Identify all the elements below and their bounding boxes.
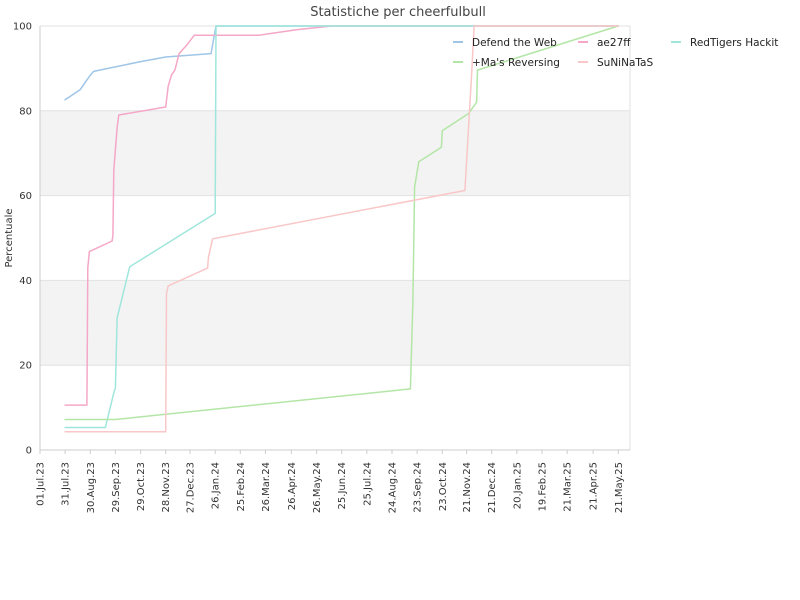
series-line-3 xyxy=(64,25,620,421)
x-tick-label-8: 25.Feb.24 xyxy=(236,462,247,512)
x-tick-label-15: 23.Sep.24 xyxy=(413,462,424,513)
band-60-80 xyxy=(40,110,630,196)
y-tick-label-0: 0 xyxy=(26,446,32,457)
legend: Defend the Web ae27ff RedTigers Hackit +Ma'… xyxy=(453,37,778,69)
x-tick-label-3: 29.Sep.23 xyxy=(111,462,122,513)
y-tick-label-100: 100 xyxy=(13,22,32,33)
y-axis-label: Percentuale xyxy=(4,208,15,267)
x-tick-label-11: 26.May.24 xyxy=(312,462,323,513)
y-tick-label-80: 80 xyxy=(19,106,32,117)
x-tick-label-1: 31.Jul.23 xyxy=(61,462,72,506)
legend-entry-4: SuNiNaTaS xyxy=(597,57,653,69)
x-tick-label-9: 26.Mar.24 xyxy=(261,462,272,512)
x-tick-label-20: 19.Feb.25 xyxy=(538,462,549,512)
x-tick-label-7: 26.Jan.24 xyxy=(211,462,222,509)
x-tick-label-14: 24.Aug.24 xyxy=(387,462,398,513)
legend-entry-2: RedTigers Hackit xyxy=(690,37,778,49)
y-tick-label-20: 20 xyxy=(19,361,32,372)
x-tick-label-16: 23.Oct.24 xyxy=(438,462,449,511)
x-tick-label-22: 21.Apr.25 xyxy=(589,462,600,510)
x-tick-label-21: 21.Mar.25 xyxy=(563,462,574,512)
gridlines xyxy=(40,25,631,451)
x-tick-labels: 01.Jul.23 31.Jul.23 30.Aug.23 29.Sep.23 29.O… xyxy=(36,450,625,513)
x-tick-label-18: 21.Dec.24 xyxy=(487,462,498,513)
series-line-2 xyxy=(64,25,620,429)
x-tick-label-0: 01.Jul.23 xyxy=(36,462,47,506)
series-lines xyxy=(64,25,620,433)
background-bands xyxy=(40,110,630,366)
y-tick-labels: 0 20 40 60 80 100 xyxy=(13,22,32,457)
x-tick-label-23: 21.May.25 xyxy=(614,462,625,513)
y-tick-label-40: 40 xyxy=(19,276,32,287)
x-tick-label-10: 26.Apr.24 xyxy=(287,462,298,510)
x-tick-label-17: 21.Nov.24 xyxy=(462,462,473,513)
x-tick-label-5: 28.Nov.23 xyxy=(161,462,172,513)
band-20-40 xyxy=(40,280,630,366)
x-tick-label-6: 27.Dec.23 xyxy=(186,462,197,513)
series-line-1 xyxy=(64,25,620,406)
legend-entry-0: Defend the Web xyxy=(472,37,557,49)
legend-entry-3: +Ma's Reversing xyxy=(472,57,560,69)
chart-title: Statistiche per cheerfulbull xyxy=(310,5,486,20)
series-line-0 xyxy=(64,25,620,101)
legend-entry-1: ae27ff xyxy=(597,37,631,49)
x-tick-label-19: 20.Jan.25 xyxy=(512,462,523,509)
x-tick-label-12: 25.Jun.24 xyxy=(337,462,348,509)
y-tick-label-60: 60 xyxy=(19,191,32,202)
x-tick-label-2: 30.Aug.23 xyxy=(86,462,97,513)
x-tick-label-4: 29.Oct.23 xyxy=(136,462,147,511)
x-tick-label-13: 25.Jul.24 xyxy=(362,462,373,506)
series-line-4 xyxy=(64,25,620,433)
